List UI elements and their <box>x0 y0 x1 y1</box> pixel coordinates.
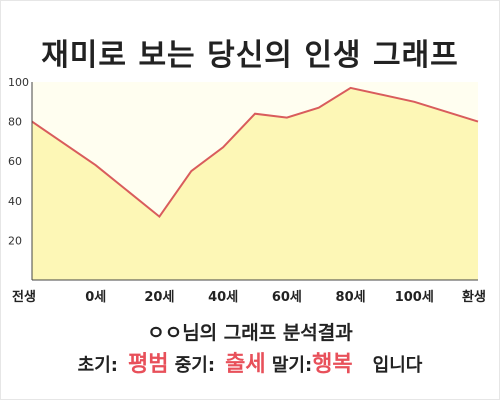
life-area-fill <box>32 87 478 281</box>
analysis-result: 초기: 평범 중기: 출세 말기:행복 입니다 <box>0 346 500 378</box>
late-label: 말기: <box>271 355 313 376</box>
x-tick-label: 0세 <box>85 290 106 305</box>
early-label: 초기: <box>77 355 118 376</box>
chart-title: 재미로 보는 당신의 인생 그래프 <box>41 38 459 73</box>
analysis-heading: ㅇㅇ님의 그래프 분석결과 <box>147 322 353 344</box>
y-tick-label: 20 <box>8 234 22 247</box>
y-tick-label: 40 <box>8 195 22 208</box>
late-value: 행복 <box>312 352 353 377</box>
x-tick-label: 60세 <box>272 290 302 305</box>
x-tick-label: 환생 <box>462 289 486 305</box>
y-tick-label: 100 <box>8 76 29 89</box>
x-axis-labels: 전생 0세 20세 40세 60세 80세 100세 환생 <box>12 289 486 305</box>
y-axis-ticks: 20 40 60 80 100 <box>8 76 29 247</box>
x-tick-label: 80세 <box>336 290 366 305</box>
life-line <box>31 86 479 219</box>
early-value: 평범 <box>127 352 169 377</box>
x-tick-label: 100세 <box>395 290 434 305</box>
x-tick-label: 20세 <box>144 290 174 305</box>
x-tick-label: 40세 <box>208 290 238 305</box>
x-tick-label: 전생 <box>12 289 36 305</box>
y-tick-label: 80 <box>8 116 22 129</box>
middle-value: 출세 <box>225 352 266 377</box>
middle-label: 중기: <box>174 355 216 376</box>
suffix-text: 입니다 <box>372 355 423 376</box>
y-tick-label: 60 <box>8 155 22 168</box>
